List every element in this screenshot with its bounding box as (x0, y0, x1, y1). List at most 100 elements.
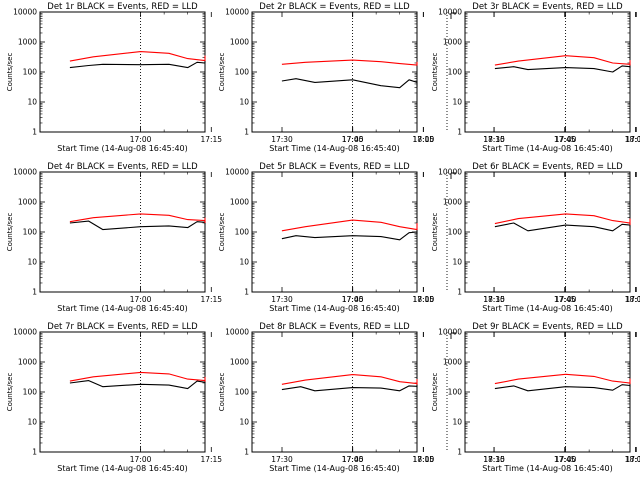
x-tick-label: 17:00 (342, 295, 364, 304)
panel-title: Det 4r BLACK = Events, RED = LLD (47, 162, 198, 172)
y-tick-label: 10000 (13, 8, 37, 17)
y-axis-label: Counts/sec (6, 373, 14, 412)
y-tick-label: 10000 (438, 8, 462, 17)
y-tick-label: 10 (239, 258, 249, 267)
panel-title: Det 1r BLACK = Events, RED = LLD (47, 2, 198, 12)
series-lld-line (69, 51, 206, 62)
y-axis-label: Counts/sec (431, 213, 439, 252)
x-tick-label: 17:30 (271, 455, 293, 464)
x-tick-label: 17:15 (412, 455, 434, 464)
y-tick-label: 10000 (438, 328, 462, 337)
x-tick-label: 17:00 (342, 135, 364, 144)
panel-det-2r: Det 2r BLACK = Events, RED = LLD 1 10 100 10… (218, 2, 640, 153)
panel-det-9r: Det 9r BLACK = Events, RED = LLD 1 10 100 10… (431, 322, 640, 473)
y-tick-label: 1000 (18, 38, 37, 47)
y-axis-label: Counts/sec (6, 53, 14, 92)
y-tick-label: 10 (239, 98, 249, 107)
y-tick-label: 1 (32, 288, 37, 297)
x-tick-label: 17:30 (271, 135, 293, 144)
x-axis-label: Start Time (14-Aug-08 16:45:40) (482, 464, 613, 473)
x-tick-label: 17:30 (483, 135, 505, 144)
x-tick-label: 17:45 (554, 455, 576, 464)
x-tick-label: 17:30 (483, 455, 505, 464)
panel-title: Det 5r BLACK = Events, RED = LLD (259, 162, 410, 172)
y-tick-label: 100 (23, 228, 38, 237)
plot-frame (464, 11, 631, 133)
x-tick-label: 17:15 (200, 135, 222, 144)
series-events-line (494, 222, 631, 232)
y-axis-label: Counts/sec (6, 213, 14, 252)
x-tick-label: 18:15 (483, 135, 505, 144)
x-tick-label: 17:00 (130, 135, 152, 144)
x-tick-label: 17:00 (555, 135, 577, 144)
y-tick-label: 100 (448, 388, 463, 397)
series-lld-line (494, 213, 631, 226)
y-tick-label: 10000 (438, 168, 462, 177)
y-tick-label: 1000 (18, 198, 37, 207)
y-tick-label: 1 (457, 448, 462, 457)
y-tick-label: 1 (32, 128, 37, 137)
series-events-line (281, 383, 418, 392)
flag-marker-icon (450, 332, 456, 339)
series-events-line (69, 220, 206, 231)
panel-det-1r: Det 1r BLACK = Events, RED = LLD 1 10 100 10… (6, 2, 505, 153)
panel-det-7r: Det 7r BLACK = Events, RED = LLD 1 10 100 10… (6, 322, 505, 473)
x-axis-label: Start Time (14-Aug-08 16:45:40) (57, 304, 188, 313)
panel-det-5r: Det 5r BLACK = Events, RED = LLD 1 10 100 10… (218, 162, 640, 313)
x-tick-label: 17:45 (342, 295, 364, 304)
x-axis-label: Start Time (14-Aug-08 16:45:40) (57, 464, 188, 473)
flag-marker-icon (450, 172, 456, 179)
panel-title: Det 7r BLACK = Events, RED = LLD (47, 322, 198, 332)
x-axis-label: Start Time (14-Aug-08 16:45:40) (269, 144, 400, 153)
y-tick-label: 100 (23, 68, 38, 77)
series-events-line (69, 59, 206, 69)
y-tick-label: 10 (239, 418, 249, 427)
series-events-line (494, 63, 631, 73)
plot-frame (251, 331, 418, 453)
y-tick-label: 100 (235, 228, 250, 237)
x-tick-label: 18:00 (625, 455, 640, 464)
x-axis-label: Start Time (14-Aug-08 16:45:40) (57, 144, 188, 153)
x-tick-label: 17:15 (200, 455, 222, 464)
x-tick-label: 17:15 (625, 455, 640, 464)
y-tick-label: 10000 (225, 168, 249, 177)
series-lld-line (494, 55, 631, 66)
plot-frame (251, 11, 418, 133)
y-tick-label: 1000 (230, 38, 249, 47)
y-tick-label: 10000 (13, 328, 37, 337)
y-tick-label: 1 (457, 128, 462, 137)
x-tick-label: 17:45 (342, 135, 364, 144)
series-events-line (281, 228, 418, 241)
y-tick-label: 10000 (225, 8, 249, 17)
series-lld-line (69, 371, 206, 382)
x-tick-label: 17:00 (555, 295, 577, 304)
x-tick-label: 17:45 (342, 455, 364, 464)
y-tick-label: 10 (452, 258, 462, 267)
y-tick-label: 1000 (18, 358, 37, 367)
panel-title: Det 8r BLACK = Events, RED = LLD (259, 322, 410, 332)
x-tick-label: 17:45 (554, 135, 576, 144)
y-tick-label: 100 (23, 388, 38, 397)
series-events-line (494, 382, 631, 392)
x-tick-label: 17:15 (625, 135, 640, 144)
panel-det-8r: Det 8r BLACK = Events, RED = LLD 1 10 100 10… (218, 322, 640, 473)
y-tick-label: 1000 (443, 38, 462, 47)
y-tick-label: 10 (452, 418, 462, 427)
y-tick-label: 10000 (225, 328, 249, 337)
x-tick-label: 18:00 (413, 295, 435, 304)
x-tick-label: 18:00 (625, 135, 640, 144)
x-tick-label: 17:00 (555, 455, 577, 464)
y-tick-label: 1000 (230, 198, 249, 207)
x-tick-label: 18:00 (413, 135, 435, 144)
panel-det-4r: Det 4r BLACK = Events, RED = LLD 1 10 100 10… (6, 162, 505, 313)
x-tick-label: 17:00 (342, 455, 364, 464)
panel-title: Det 9r BLACK = Events, RED = LLD (472, 322, 623, 332)
x-tick-label: 17:15 (412, 295, 434, 304)
panel-det-3r: Det 3r BLACK = Events, RED = LLD 1 10 100 10… (431, 2, 640, 153)
y-tick-label: 1000 (443, 358, 462, 367)
x-tick-label: 18:00 (625, 295, 640, 304)
x-axis-label: Start Time (14-Aug-08 16:45:40) (269, 464, 400, 473)
y-tick-label: 100 (448, 228, 463, 237)
x-tick-label: 17:00 (130, 295, 152, 304)
